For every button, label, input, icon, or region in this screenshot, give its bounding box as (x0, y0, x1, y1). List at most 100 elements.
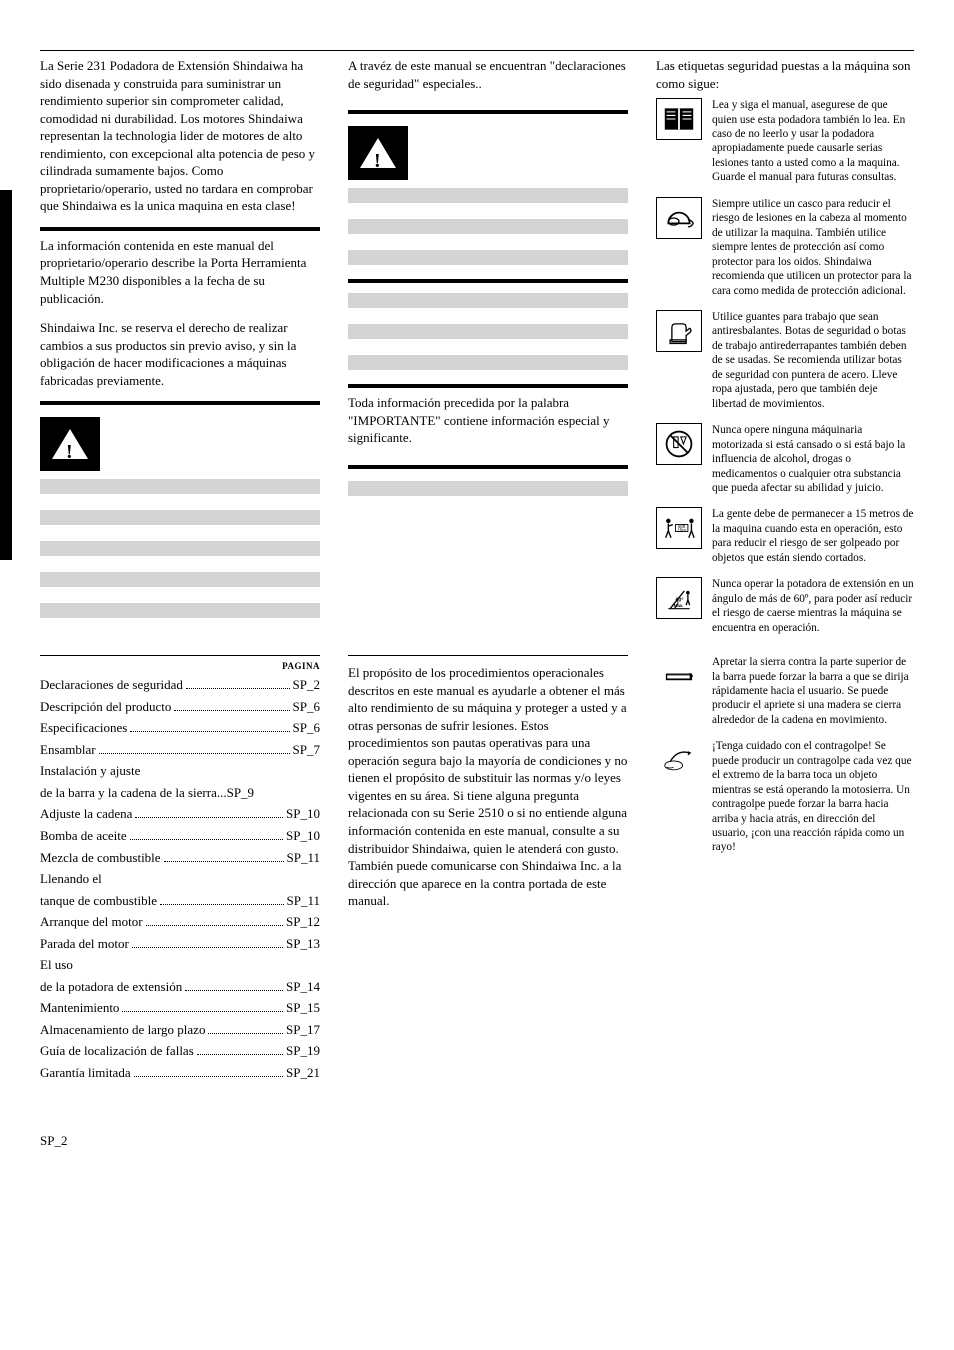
toc-line: Arranque del motorSP_12 (40, 913, 320, 931)
toc-leader (197, 1054, 283, 1055)
intro-para-2: La información contenida en este manual … (40, 237, 320, 307)
toc-line: Mezcla de combustible SP_11 (40, 849, 320, 867)
toc-line: Instalación y ajuste (40, 762, 320, 780)
toc-label: Mezcla de combustible (40, 849, 161, 867)
toc-label: Guía de localización de fallas (40, 1042, 194, 1060)
toc-line: Parada del motor SP_13 (40, 935, 320, 953)
redacted-line (348, 481, 628, 496)
safety-item: Lea y siga el manual, asegurese de que q… (656, 98, 914, 185)
safety-text: ¡Tenga cuidado con el contragolpe! Se pu… (712, 739, 914, 855)
divider (348, 279, 628, 283)
toc-label: El uso (40, 956, 73, 974)
divider (40, 401, 320, 405)
redacted-line (348, 324, 628, 339)
toc-label: Garantía limitada (40, 1064, 131, 1082)
redacted-line (40, 510, 320, 525)
toc-line: de la potadora de extensiónSP_14 (40, 978, 320, 996)
redacted-line (40, 572, 320, 587)
toc-page: SP_13 (286, 935, 320, 953)
safety-column: Las etiquetas seguridad puestas a la máq… (656, 57, 914, 647)
toc-label: Mantenimiento (40, 999, 119, 1017)
toc-label: Descripción del producto (40, 698, 171, 716)
toc-label: Almacenamiento de largo plazo (40, 1021, 205, 1039)
toc-page: SP_9 (227, 784, 254, 802)
toc-label: tanque de combustible (40, 892, 157, 910)
safety-text: Utilice guantes para trabajo que sean an… (712, 310, 914, 411)
toc-line: MantenimientoSP_15 (40, 999, 320, 1017)
press-icon (656, 655, 702, 697)
redacted-line (348, 355, 628, 370)
intro-para-3: Shindaiwa Inc. se reserva el derecho de … (40, 319, 320, 389)
toc-leader (146, 925, 284, 926)
safety-continue-column: Apretar la sierra contra la parte superi… (656, 655, 914, 1086)
no-alcohol-icon (656, 423, 702, 465)
toc-page: SP_11 (287, 849, 320, 867)
intro-para-1: La Serie 231 Podadora de Extensión Shind… (40, 57, 320, 215)
safety-text: La gente debe de permanecer a 15 metros … (712, 507, 914, 565)
toc-label: Parada del motor (40, 935, 129, 953)
redacted-line (348, 293, 628, 308)
warning-icon (348, 126, 408, 180)
manual-icon (656, 98, 702, 140)
toc-line: tanque de combustible SP_11 (40, 892, 320, 910)
safety-text: Nunca operar la potadora de extensión en… (712, 577, 914, 635)
toc-label: Llenando el (40, 870, 102, 888)
toc-leader (174, 710, 289, 711)
toc-leader (164, 861, 284, 862)
toc-leader (160, 904, 284, 905)
toc-label: de la potadora de extensión (40, 978, 182, 996)
toc-label: de la barra y la cadena de la sierra... (40, 784, 227, 802)
safety-text: Nunca opere ninguna máquinaria motorizad… (712, 423, 914, 495)
toc-leader (130, 839, 283, 840)
toc-page: SP_21 (286, 1064, 320, 1082)
toc-heading: PAGINA (40, 660, 320, 672)
toc-line: Bomba de aceiteSP_10 (40, 827, 320, 845)
warning-icon (40, 417, 100, 471)
top-section: La Serie 231 Podadora de Extensión Shind… (40, 50, 914, 647)
toc-leader (132, 947, 283, 948)
warning-callout (40, 411, 320, 618)
angle-icon: 60°Max. (656, 577, 702, 619)
toc-line: Almacenamiento de largo plazoSP_17 (40, 1021, 320, 1039)
toc-line: Declaraciones de seguridadSP_2 (40, 676, 320, 694)
notes-column: A travéz de este manual se encuentran "d… (348, 57, 628, 647)
toc-leader (122, 1011, 283, 1012)
declaraciones-text: A travéz de este manual se encuentran "d… (348, 57, 628, 92)
warning-callout (348, 120, 628, 265)
redacted-line (40, 479, 320, 494)
toc-leader (99, 753, 290, 754)
divider (40, 227, 320, 231)
page-number: SP_2 (40, 1126, 914, 1150)
toc-leader (130, 731, 289, 732)
toc-label: Declaraciones de seguridad (40, 676, 183, 694)
toc-page: SP_19 (286, 1042, 320, 1060)
toc-line: de la barra y la cadena de la sierra... … (40, 784, 320, 802)
toc-leader (208, 1033, 283, 1034)
bottom-section: PAGINA Declaraciones de seguridadSP_2 Des… (40, 655, 914, 1086)
toc-line: Adjuste la cadenaSP_10 (40, 805, 320, 823)
svg-text:15m: 15m (677, 528, 686, 533)
safety-item: Apretar la sierra contra la parte superi… (656, 655, 914, 727)
toc-line: Guía de localización de fallas SP_19 (40, 1042, 320, 1060)
toc-leader (135, 817, 283, 818)
toc-label: Instalación y ajuste (40, 762, 140, 780)
svg-text:Max.: Max. (674, 603, 684, 608)
redacted-line (348, 219, 628, 234)
toc-leader (186, 688, 290, 689)
caution-callout (348, 289, 628, 370)
toc-line: EspecificacionesSP_6 (40, 719, 320, 737)
toc-page: SP_11 (287, 892, 320, 910)
importante-text: Toda información precedida por la palabr… (348, 394, 628, 447)
safety-text: Apretar la sierra contra la parte superi… (712, 655, 914, 727)
safety-item: 60°Max.Nunca operar la potadora de exten… (656, 577, 914, 635)
redacted-line (40, 541, 320, 556)
toc-line: Garantía limitada SP_21 (40, 1064, 320, 1082)
toc-page: SP_10 (286, 805, 320, 823)
safety-item: Utilice guantes para trabajo que sean an… (656, 310, 914, 411)
toc-page: SP_12 (286, 913, 320, 931)
helmet-icon (656, 197, 702, 239)
redacted-line (348, 188, 628, 203)
distance-icon: 50ft15m (656, 507, 702, 549)
toc-page: SP_6 (293, 698, 320, 716)
intro-column: La Serie 231 Podadora de Extensión Shind… (40, 57, 320, 647)
